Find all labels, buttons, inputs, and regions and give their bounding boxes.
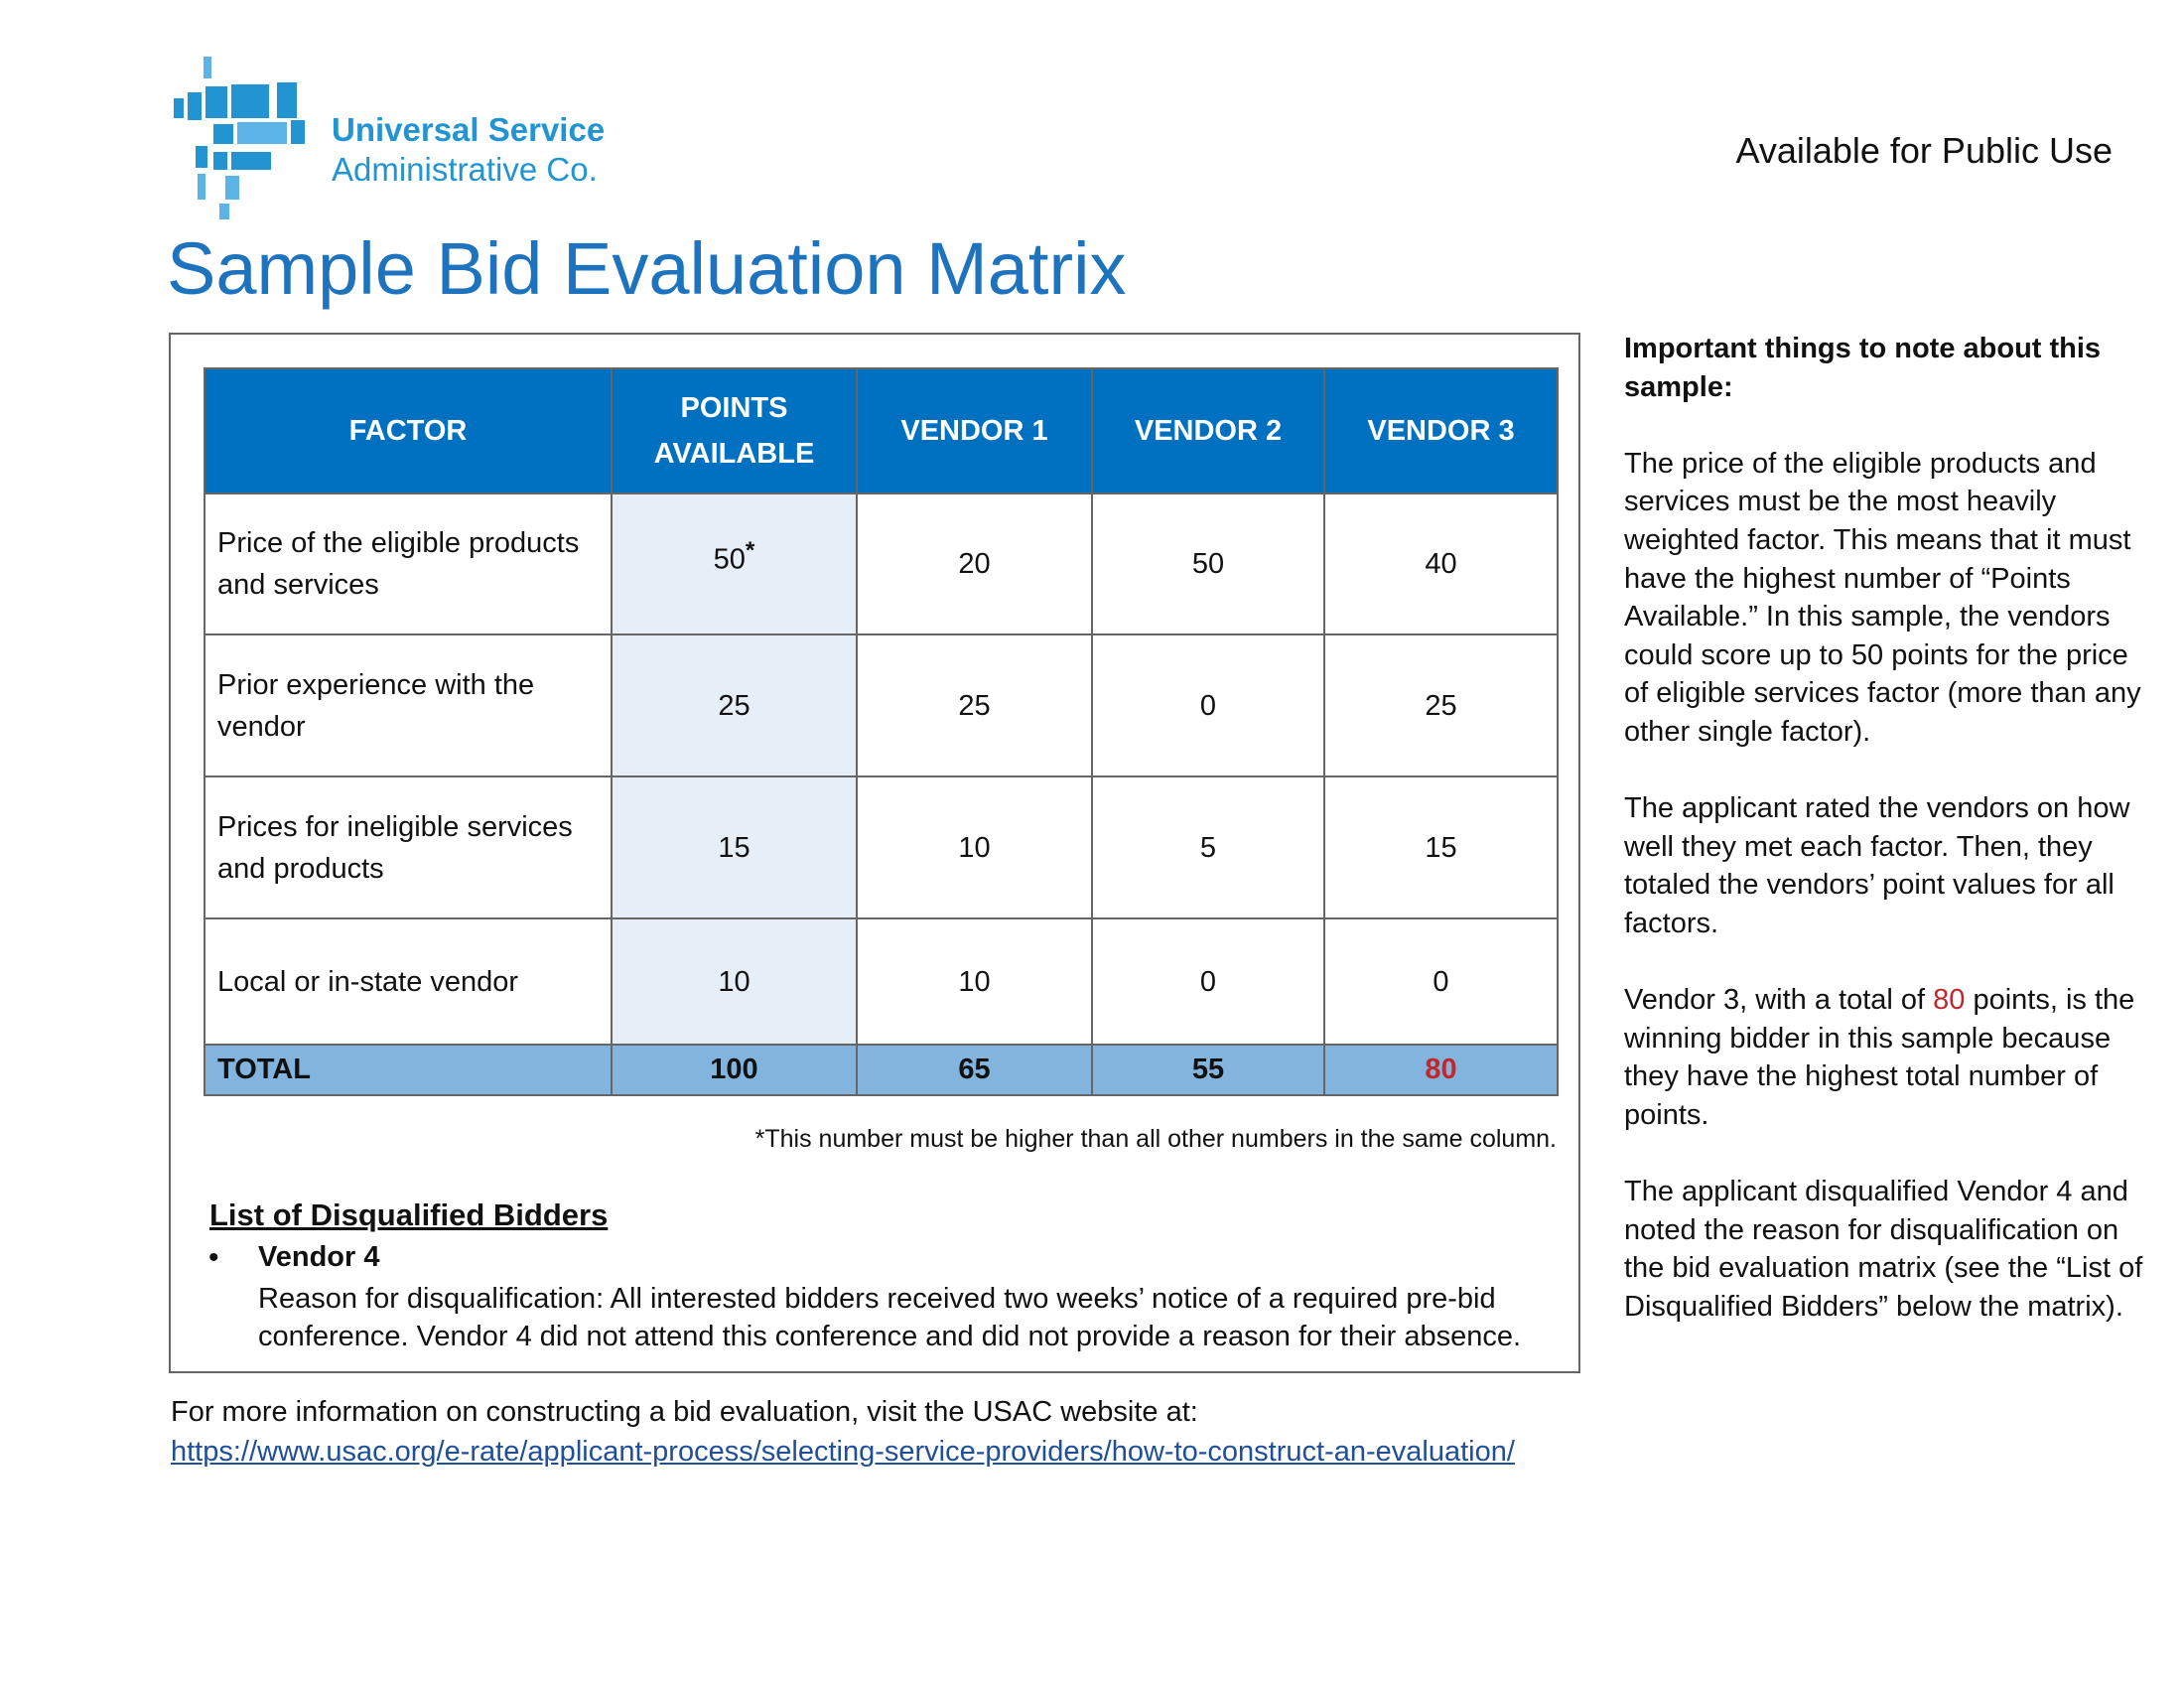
vendor-score: 15	[1323, 775, 1559, 919]
org-name: Administrative Co.	[332, 151, 598, 188]
vendor-score: 0	[1323, 917, 1559, 1046]
logo-mark	[174, 57, 305, 219]
points-value: 10	[718, 965, 751, 998]
points-value: 25	[718, 689, 751, 722]
footer-link[interactable]: https://www.usac.org/e-rate/applicant-pr…	[171, 1436, 1515, 1468]
notes-heading: Important things to note about this samp…	[1624, 333, 2102, 403]
table-row: Prices for ineligible services and produ…	[204, 775, 1559, 919]
points-value: 15	[718, 831, 751, 864]
vendor-score: 0	[1091, 633, 1325, 777]
disqualified-heading: List of Disqualified Bidders	[209, 1197, 609, 1232]
bullet: •	[208, 1241, 219, 1274]
vendor-score: 25	[1323, 633, 1559, 777]
vendor-score: 5	[1091, 775, 1325, 919]
vendor-score: 40	[1323, 492, 1559, 635]
vendor-score: 0	[1091, 917, 1325, 1046]
table-row: Price of the eligible products and servi…	[204, 492, 1559, 635]
points-cell: 50*	[611, 492, 858, 635]
disqualified-name: Vendor 4	[258, 1241, 380, 1273]
page-title: Sample Bid Evaluation Matrix	[167, 227, 1127, 310]
note-paragraph: Vendor 3, with a total of 80 points, is …	[1624, 981, 2160, 1134]
table-row: Prior experience with the vendor 25 25 0 25	[204, 633, 1559, 777]
total-row: TOTAL 100 65 55 80	[204, 1044, 1559, 1096]
points-cell: 25	[611, 633, 858, 777]
vendor-score: 50	[1091, 492, 1325, 635]
column-header: VENDOR 3	[1323, 367, 1559, 494]
column-header: VENDOR 2	[1091, 367, 1325, 494]
total-score: 80	[1323, 1044, 1559, 1096]
note-text: points, is the winning bidder in this sa…	[1624, 984, 2135, 1131]
footer-text: For more information on constructing a b…	[171, 1396, 1198, 1428]
matrix-box	[169, 333, 1580, 1373]
vendor-score: 20	[856, 492, 1093, 635]
note-paragraph: The applicant disqualified Vendor 4 and …	[1624, 1176, 2143, 1323]
footnote: *This number must be higher than all oth…	[754, 1125, 1557, 1153]
column-header: FACTOR	[204, 367, 613, 494]
table-row: Local or in-state vendor 10 10 0 0	[204, 917, 1559, 1046]
total-score: 55	[1091, 1044, 1325, 1096]
vendor-score: 25	[856, 633, 1093, 777]
total-score: 65	[856, 1044, 1093, 1096]
header-row: FACTOR POINTS AVAILABLE VENDOR 1 VENDOR 2 VE…	[204, 367, 1559, 494]
points-cell: 15	[611, 775, 858, 919]
note-text: Vendor 3, with a total of	[1624, 984, 1934, 1017]
evaluation-table: FACTOR POINTS AVAILABLE VENDOR 1 VENDOR 2 VE…	[204, 367, 1559, 1096]
column-header: VENDOR 1	[856, 367, 1093, 494]
org-name: Universal Service	[332, 111, 606, 148]
factor-cell: Local or in-state vendor	[204, 917, 613, 1046]
footnote-marker: *	[745, 537, 755, 564]
vendor-score: 10	[856, 775, 1093, 919]
total-label: TOTAL	[204, 1044, 613, 1096]
total-points: 100	[611, 1044, 858, 1096]
factor-cell: Price of the eligible products and servi…	[204, 492, 613, 635]
notes: Important things to note about this samp…	[1624, 330, 2160, 1364]
points-cell: 10	[611, 917, 858, 1046]
column-header: POINTS AVAILABLE	[611, 367, 858, 494]
disqualified-reason: Reason for disqualification: All interes…	[258, 1283, 1522, 1352]
factor-cell: Prices for ineligible services and produ…	[204, 775, 613, 919]
note-paragraph: The applicant rated the vendors on how w…	[1624, 792, 2130, 939]
note-paragraph: The price of the eligible products and s…	[1624, 447, 2141, 748]
factor-cell: Prior experience with the vendor	[204, 633, 613, 777]
availability: Available for Public Use	[1735, 130, 2113, 171]
points-value: 50	[713, 543, 746, 576]
note-highlight: 80	[1933, 984, 1966, 1017]
vendor-score: 10	[856, 917, 1093, 1046]
